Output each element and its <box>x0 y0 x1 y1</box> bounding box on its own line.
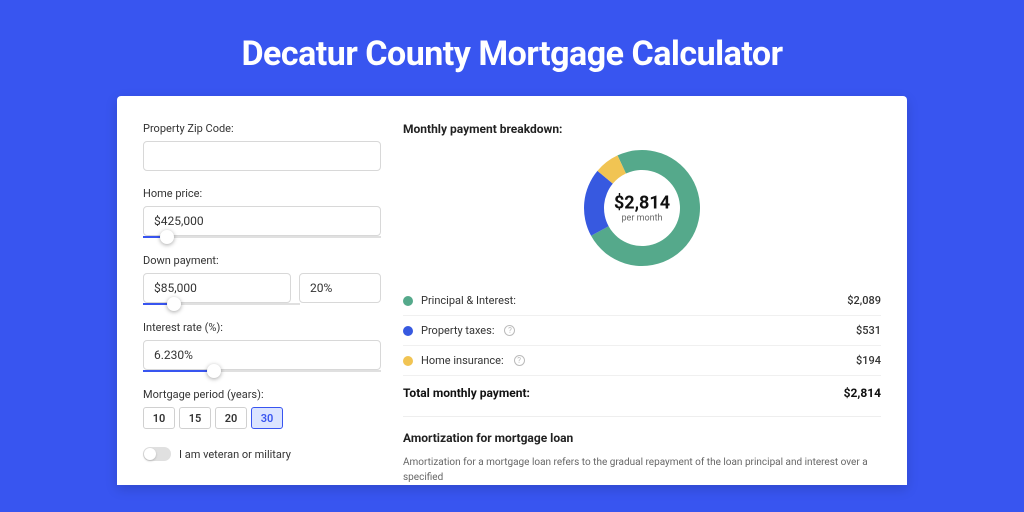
home-price-slider[interactable] <box>143 236 381 238</box>
interest-slider[interactable] <box>143 370 381 372</box>
amortization-text: Amortization for a mortgage loan refers … <box>403 455 881 485</box>
home-price-input[interactable] <box>143 206 381 236</box>
breakdown-panel: Monthly payment breakdown: $2,814 per mo… <box>403 122 881 485</box>
legend-dot <box>403 296 413 306</box>
interest-field: Interest rate (%): <box>143 321 381 372</box>
page-title: Decatur County Mortgage Calculator <box>0 0 1024 96</box>
zip-field: Property Zip Code: <box>143 122 381 171</box>
legend-value: $2,089 <box>847 294 881 307</box>
period-btn-15[interactable]: 15 <box>179 407 211 429</box>
legend-label: Property taxes: <box>421 324 494 337</box>
donut-chart: $2,814 per month <box>403 148 881 268</box>
info-icon[interactable]: ? <box>504 325 515 336</box>
form-panel: Property Zip Code: Home price: Down paym… <box>143 122 381 485</box>
down-payment-field: Down payment: <box>143 254 381 305</box>
veteran-toggle[interactable] <box>143 447 171 461</box>
donut-amount: $2,814 <box>614 193 670 214</box>
home-price-field: Home price: <box>143 187 381 238</box>
legend-dot <box>403 356 413 366</box>
period-btn-10[interactable]: 10 <box>143 407 175 429</box>
zip-label: Property Zip Code: <box>143 122 381 135</box>
info-icon[interactable]: ? <box>514 355 525 366</box>
legend-label: Home insurance: <box>421 354 504 367</box>
period-buttons: 10152030 <box>143 407 381 429</box>
period-label: Mortgage period (years): <box>143 388 381 401</box>
down-payment-pct-input[interactable] <box>299 273 381 303</box>
period-btn-20[interactable]: 20 <box>215 407 247 429</box>
amortization-title: Amortization for mortgage loan <box>403 431 881 445</box>
calculator-card: Property Zip Code: Home price: Down paym… <box>117 96 907 485</box>
down-payment-label: Down payment: <box>143 254 381 267</box>
zip-input[interactable] <box>143 141 381 171</box>
legend-label: Principal & Interest: <box>421 294 516 307</box>
period-field: Mortgage period (years): 10152030 <box>143 388 381 429</box>
amortization-section: Amortization for mortgage loan Amortizat… <box>403 416 881 485</box>
veteran-label: I am veteran or military <box>179 448 291 461</box>
legend-row: Property taxes: ? $531 <box>403 316 881 346</box>
legend-row: Principal & Interest: $2,089 <box>403 286 881 316</box>
donut-center: $2,814 per month <box>614 193 670 224</box>
legend-value: $194 <box>856 354 881 367</box>
total-value: $2,814 <box>844 386 881 400</box>
total-row: Total monthly payment: $2,814 <box>403 376 881 414</box>
legend: Principal & Interest: $2,089 Property ta… <box>403 286 881 376</box>
interest-label: Interest rate (%): <box>143 321 381 334</box>
legend-dot <box>403 326 413 336</box>
total-label: Total monthly payment: <box>403 386 530 400</box>
down-payment-slider[interactable] <box>143 303 300 305</box>
donut-sub: per month <box>614 214 670 224</box>
legend-value: $531 <box>856 324 881 337</box>
home-price-label: Home price: <box>143 187 381 200</box>
interest-input[interactable] <box>143 340 381 370</box>
down-payment-input[interactable] <box>143 273 291 303</box>
legend-row: Home insurance: ? $194 <box>403 346 881 376</box>
breakdown-title: Monthly payment breakdown: <box>403 122 881 136</box>
veteran-row: I am veteran or military <box>143 447 381 461</box>
period-btn-30[interactable]: 30 <box>251 407 283 429</box>
